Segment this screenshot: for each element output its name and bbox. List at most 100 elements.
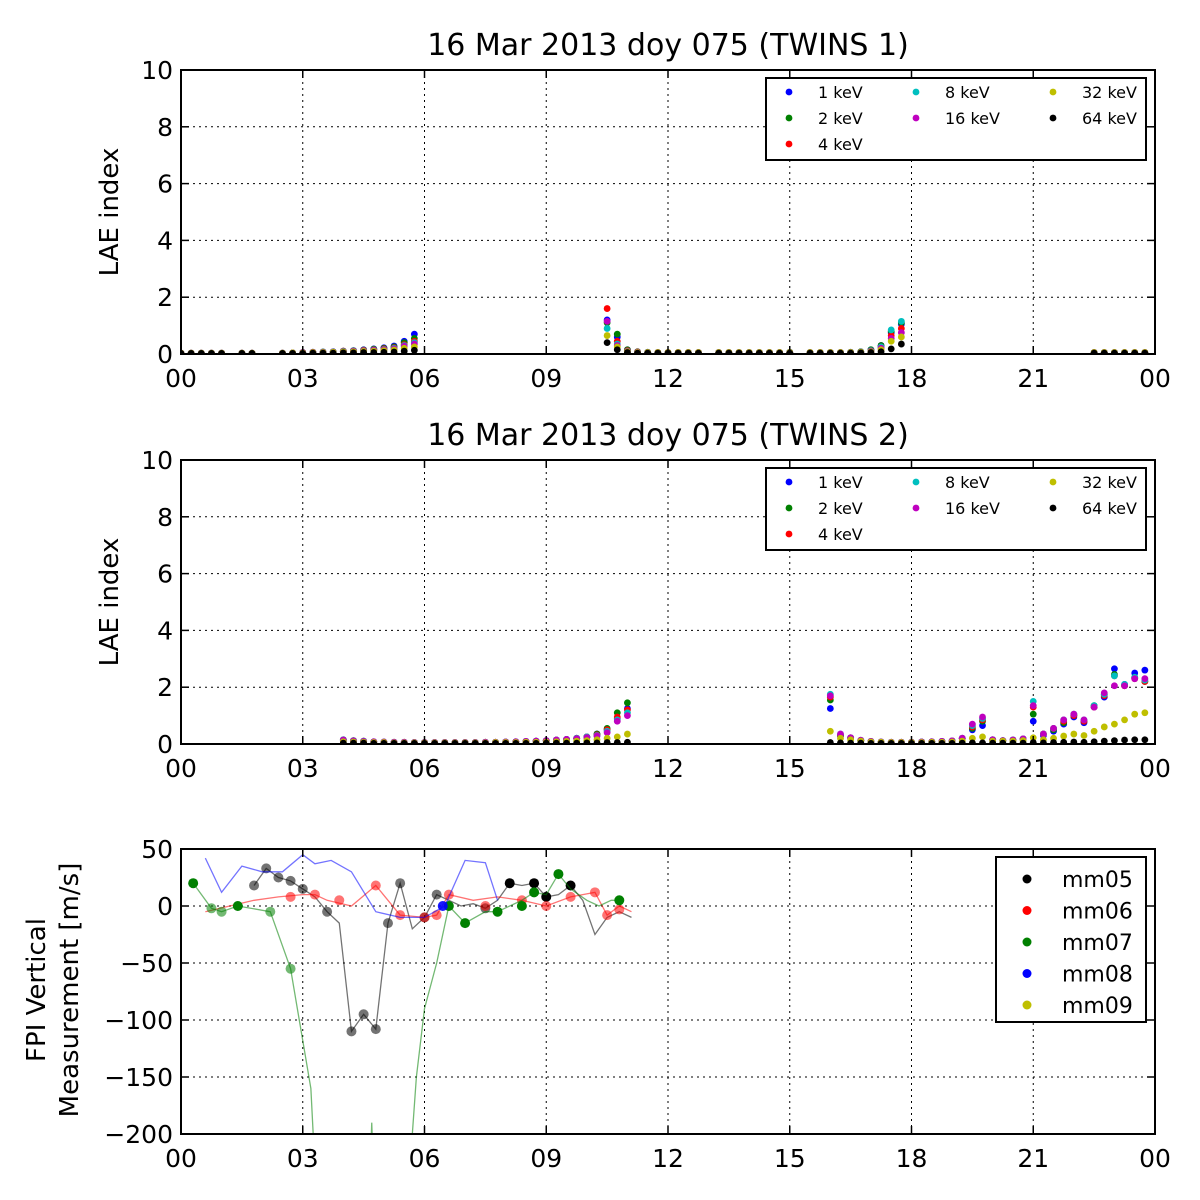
x-tick-label: 18 [896, 754, 928, 783]
data-point-mm05 [261, 863, 272, 874]
data-point-64-kev [826, 349, 834, 354]
x-tick-label: 03 [287, 364, 319, 393]
data-points [181, 305, 1149, 354]
legend-marker [785, 140, 793, 148]
data-point-64-kev [1111, 737, 1118, 744]
data-point-64-kev [1070, 738, 1078, 744]
data-point-32-kev [826, 727, 834, 735]
data-point-32-kev [624, 730, 631, 738]
data-point-16-kev [1050, 724, 1057, 732]
data-point-64-kev [350, 739, 357, 744]
data-point-mm05 [297, 883, 308, 894]
data-point-16-kev [1121, 682, 1128, 690]
panel-twins2: 16 Mar 2013 doy 075 (TWINS 2) LAE index … [95, 418, 1171, 783]
legend-marker [1022, 1000, 1032, 1010]
data-point-64-kev [1131, 736, 1139, 744]
data-point-64-kev [837, 349, 844, 354]
y-tick-label: 0 [157, 892, 173, 921]
legend-marker [1022, 937, 1032, 947]
data-point-64-kev [634, 349, 641, 354]
data-point-64-kev [410, 346, 418, 354]
data-point-mm07 [460, 918, 471, 929]
data-point-64-kev [400, 347, 408, 354]
y-tick-label: 50 [141, 835, 173, 864]
x-tick-label: 21 [1017, 364, 1049, 393]
data-point-mm05 [431, 889, 442, 900]
legend: 1 keV 2 keV 4 keV 8 keV 16 keV 32 keV 64 keV [765, 77, 1147, 161]
data-point-mm07 [206, 903, 217, 914]
data-point-16-kev [603, 729, 611, 737]
data-point-16-kev [1090, 703, 1098, 711]
y-tick-label: 6 [157, 170, 173, 199]
x-tick-label: 09 [530, 1144, 562, 1173]
data-point-mm06 [614, 904, 625, 915]
legend-label: 16 keV [945, 109, 1000, 128]
chart-title: 16 Mar 2013 doy 075 (TWINS 1) [427, 28, 909, 63]
legend-label: 2 keV [818, 499, 863, 518]
data-point-64-kev [887, 345, 895, 353]
x-tick-label: 00 [1139, 754, 1171, 783]
data-point-64-kev [573, 739, 581, 744]
data-point-64-kev [339, 739, 347, 744]
data-point-mm07 [265, 906, 276, 917]
data-point-64-kev [715, 349, 723, 354]
data-point-64-kev [1050, 739, 1057, 744]
legend-marker [785, 504, 793, 512]
data-point-64-kev [695, 349, 702, 354]
data-point-64-kev [735, 349, 743, 354]
data-point-16-kev [1141, 675, 1149, 683]
data-point-2-kev [613, 330, 621, 338]
data-point-64-kev [958, 739, 966, 744]
data-point-64-kev [1009, 739, 1017, 744]
legend-label: mm05 [1062, 868, 1133, 893]
legend-label: 1 keV [818, 473, 863, 492]
chart-title: 16 Mar 2013 doy 075 (TWINS 2) [427, 418, 909, 453]
data-point-64-kev [380, 348, 388, 354]
data-point-32-kev [613, 733, 621, 741]
data-point-64-kev [603, 339, 611, 347]
data-point-mm06 [309, 889, 320, 900]
data-point-mm05 [249, 880, 260, 891]
y-tick-label: 8 [157, 503, 173, 532]
data-point-16-kev [979, 713, 986, 721]
data-point-64-kev [857, 349, 865, 354]
legend: 1 keV 2 keV 4 keV 8 keV 16 keV 32 keV 64 keV [765, 467, 1147, 551]
data-point-mm06 [541, 901, 552, 911]
y-tick-label: 10 [141, 446, 173, 475]
data-point-mm07 [285, 963, 296, 974]
data-point-64-kev [1131, 349, 1139, 354]
data-point-32-kev [1060, 732, 1068, 740]
data-point-64-kev [644, 349, 652, 354]
data-point-32-kev [1111, 720, 1118, 728]
data-point-64-kev [329, 349, 337, 354]
data-point-64-kev [613, 346, 621, 354]
data-point-1-kev [1111, 665, 1118, 673]
y-tick-label: 4 [157, 226, 173, 255]
data-point-64-kev [674, 349, 682, 354]
data-point-32-kev [1090, 727, 1098, 735]
legend-label: 32 keV [1082, 473, 1137, 492]
x-tick-label: 06 [409, 1144, 441, 1173]
data-point-8-kev [1111, 672, 1118, 680]
data-points [339, 665, 1149, 744]
series-line-mm08 [204, 853, 499, 919]
data-point-16-kev [1070, 710, 1078, 718]
data-point-64-kev [776, 349, 784, 354]
data-point-64-kev [583, 739, 591, 744]
data-point-64-kev [806, 349, 814, 354]
data-point-64-kev [755, 349, 763, 354]
data-point-32-kev [897, 333, 905, 341]
data-point-32-kev [1070, 730, 1078, 738]
data-point-mm05 [273, 872, 284, 883]
legend-marker [1022, 969, 1032, 978]
y-tick-label: −100 [104, 1006, 173, 1035]
data-point-mm06 [431, 910, 442, 921]
data-point-32-kev [1100, 723, 1108, 731]
x-tick-label: 15 [774, 1144, 806, 1173]
data-point-64-kev [725, 349, 733, 354]
data-point-64-kev [1060, 738, 1068, 744]
x-tick-label: 18 [896, 364, 928, 393]
data-point-mm07 [216, 906, 227, 917]
data-point-64-kev [837, 739, 844, 744]
